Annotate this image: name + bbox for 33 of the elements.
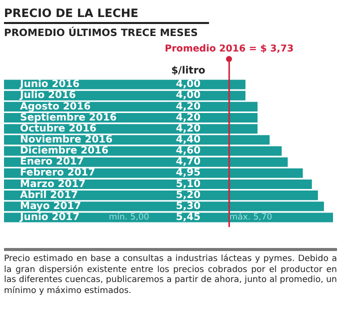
data-label: 4,60 <box>176 146 201 157</box>
y-tick-label: Septiembre 2016 <box>20 112 117 124</box>
data-label: 4,95 <box>176 168 201 179</box>
chart-subtitle: PROMEDIO ÚLTIMOS TRECE MESES <box>4 28 199 39</box>
y-tick-label: Enero 2017 <box>20 156 84 168</box>
data-label: 4,00 <box>176 79 201 90</box>
x-axis-title: $/litro <box>171 66 206 77</box>
text: Precio estimado en base a consultas a industrias lácteas y pymes. Debido a la gran dispersión existente entre los precios cobrados por el productor en las diferentes cuencas, publicaremos a partir de ahora, junto al promedio, un mínimo y máximo estimados. <box>4 248 337 296</box>
data-label: 4,00 <box>176 90 201 102</box>
y-tick-label: Febrero 2017 <box>20 168 96 179</box>
data-label: 5,10 <box>176 178 201 190</box>
data-label: 5,30 <box>176 200 201 212</box>
chart-title: PRECIO DE LA LECHE <box>4 6 209 24</box>
annotation: mín. 5,00 <box>108 212 150 223</box>
y-tick-label: Diciembre 2016 <box>20 146 109 157</box>
data-label: 4,20 <box>176 123 201 134</box>
y-tick-label: Julio 2016 <box>19 90 76 102</box>
y-tick-label: Agosto 2016 <box>20 101 91 112</box>
annotation: máx. 5,70 <box>229 212 272 223</box>
y-tick-label: Noviembre 2016 <box>20 134 113 146</box>
y-tick-label: Octubre 2016 <box>20 123 97 134</box>
y-tick-label: Marzo 2017 <box>20 178 86 190</box>
data-label: 5,20 <box>176 190 201 201</box>
data-label: 4,40 <box>176 134 201 146</box>
y-tick-label: Junio 2017 <box>19 212 80 224</box>
data-label: 4,20 <box>176 101 201 112</box>
data-label: 5,45 <box>176 212 201 224</box>
data-label: 4,20 <box>176 112 201 124</box>
ref-line-label: Promedio 2016 = $ 3,73 <box>164 43 294 54</box>
y-tick-label: Abril 2017 <box>20 190 78 201</box>
data-label: 4,70 <box>176 156 201 168</box>
y-tick-label: Mayo 2017 <box>20 200 82 212</box>
y-tick-label: Junio 2016 <box>19 79 80 90</box>
